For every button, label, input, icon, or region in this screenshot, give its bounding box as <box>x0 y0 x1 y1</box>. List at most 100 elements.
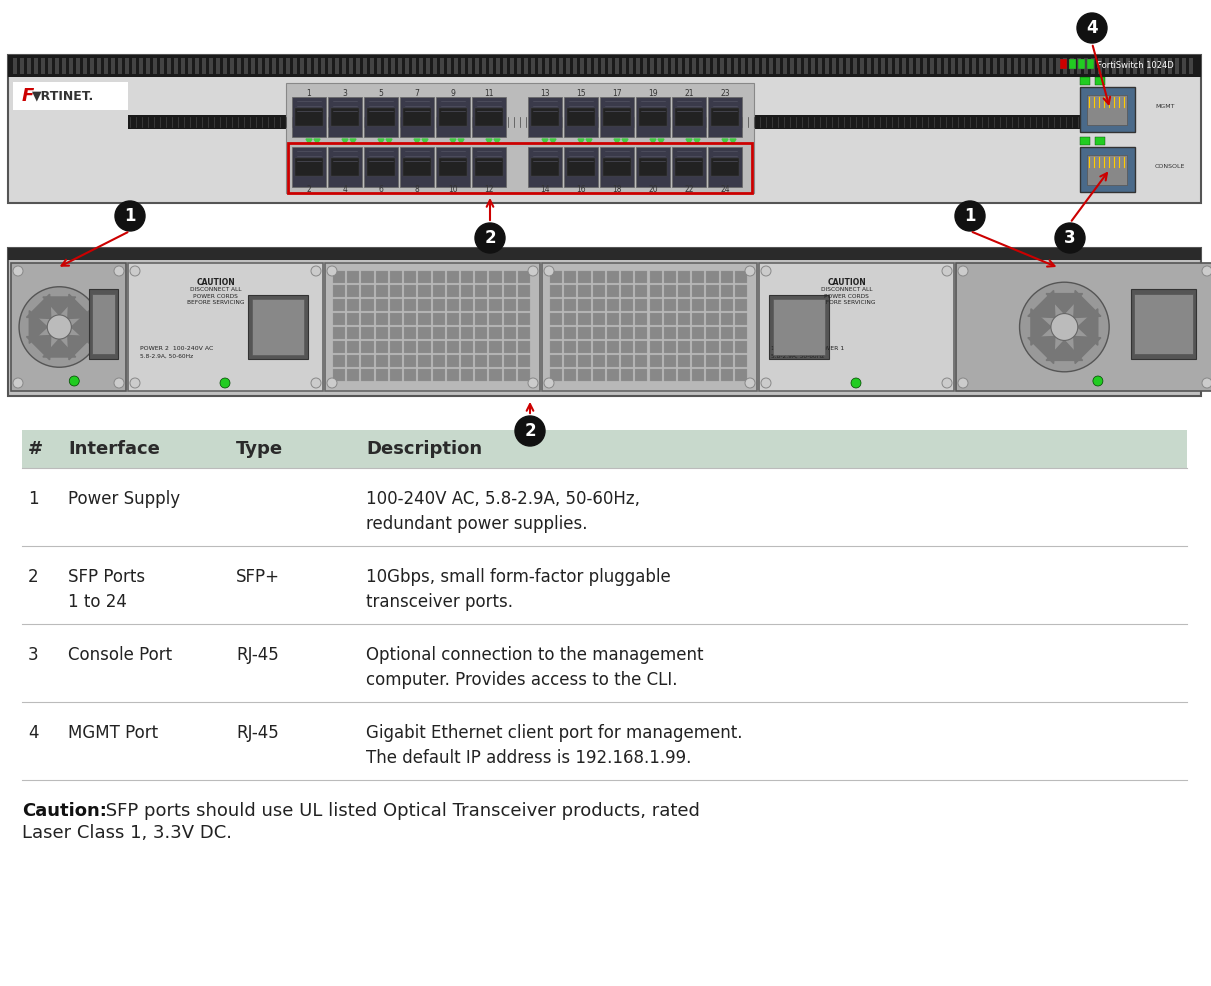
Bar <box>375 285 388 297</box>
Bar <box>398 58 402 74</box>
Bar <box>649 271 661 283</box>
Bar <box>550 369 562 381</box>
Text: Interface: Interface <box>68 440 160 458</box>
Bar <box>97 58 101 74</box>
Bar <box>993 58 997 74</box>
Text: Caution:: Caution: <box>22 802 107 820</box>
Bar <box>564 341 576 353</box>
Bar <box>643 58 647 74</box>
Bar <box>90 289 117 359</box>
Text: 3: 3 <box>1064 229 1075 247</box>
Text: DISCONNECT ALL
POWER CORDS
BEFORE SERVICING: DISCONNECT ALL POWER CORDS BEFORE SERVIC… <box>817 287 876 306</box>
Bar <box>333 327 345 339</box>
Bar <box>348 271 360 283</box>
Circle shape <box>1051 314 1078 340</box>
Text: 1: 1 <box>964 207 976 225</box>
Bar <box>773 299 825 355</box>
Bar <box>735 313 747 325</box>
Bar <box>1091 58 1095 74</box>
Bar <box>27 58 31 74</box>
Bar <box>693 299 705 311</box>
Circle shape <box>1203 266 1211 276</box>
Bar <box>874 58 878 74</box>
Bar <box>721 341 733 353</box>
Bar <box>54 58 59 74</box>
Text: 2: 2 <box>306 184 311 193</box>
Bar <box>361 313 374 325</box>
Bar <box>286 58 289 74</box>
Bar <box>258 58 262 74</box>
Bar <box>564 147 598 187</box>
Circle shape <box>327 378 337 388</box>
Bar <box>1069 59 1077 69</box>
Bar <box>321 58 325 74</box>
Bar <box>475 158 503 176</box>
Polygon shape <box>421 139 427 144</box>
Polygon shape <box>68 294 92 318</box>
Bar <box>333 313 345 325</box>
Bar <box>550 285 562 297</box>
Bar <box>454 58 458 74</box>
Bar <box>293 58 297 74</box>
Bar <box>348 299 360 311</box>
Circle shape <box>327 266 337 276</box>
Text: SFP ports should use UL listed Optical Transceiver products, rated: SFP ports should use UL listed Optical T… <box>101 802 700 820</box>
Bar <box>650 58 654 74</box>
Bar <box>418 369 430 381</box>
Bar <box>286 83 754 193</box>
Text: 1: 1 <box>306 89 311 98</box>
Bar <box>356 58 360 74</box>
Bar <box>579 285 591 297</box>
Bar <box>180 58 185 74</box>
Polygon shape <box>1074 336 1101 364</box>
Bar <box>675 158 704 176</box>
Bar <box>117 58 122 74</box>
Bar <box>1104 58 1109 74</box>
Bar <box>664 341 676 353</box>
Bar <box>125 58 130 74</box>
Bar <box>1135 294 1193 354</box>
Circle shape <box>942 266 952 276</box>
Bar <box>230 58 234 74</box>
Bar <box>721 355 733 367</box>
Text: 23: 23 <box>721 89 730 98</box>
Bar <box>348 341 360 353</box>
Bar <box>92 294 115 354</box>
Bar <box>147 58 150 74</box>
Bar <box>34 58 38 74</box>
Text: POWER 2  100-240V AC: POWER 2 100-240V AC <box>140 346 213 351</box>
Text: Optional connection to the management
computer. Provides access to the CLI.: Optional connection to the management co… <box>366 646 704 689</box>
Bar <box>489 285 501 297</box>
Bar <box>564 271 576 283</box>
Text: 5.8-2.9A, 50-60Hz: 5.8-2.9A, 50-60Hz <box>771 354 825 359</box>
Bar <box>251 58 256 74</box>
Bar <box>636 327 648 339</box>
Bar <box>636 313 648 325</box>
Bar <box>552 58 556 74</box>
Bar <box>530 108 559 126</box>
Bar <box>1161 58 1165 74</box>
Bar <box>706 369 718 381</box>
Bar <box>8 248 1201 396</box>
Bar <box>174 58 178 74</box>
Bar <box>384 58 388 74</box>
Bar <box>375 369 388 381</box>
Bar <box>592 341 604 353</box>
Bar <box>432 341 444 353</box>
Bar <box>528 147 562 187</box>
Polygon shape <box>730 139 736 144</box>
Bar <box>1080 77 1090 85</box>
Bar <box>390 355 402 367</box>
Bar <box>472 97 506 137</box>
Bar <box>104 58 108 74</box>
Bar <box>295 108 323 126</box>
Bar <box>559 58 563 74</box>
Bar <box>375 355 388 367</box>
Text: Console Port: Console Port <box>68 646 172 664</box>
Bar <box>1098 58 1102 74</box>
Bar <box>693 271 705 283</box>
Bar <box>475 108 503 126</box>
Bar <box>348 327 360 339</box>
Bar <box>735 355 747 367</box>
Bar <box>367 108 395 126</box>
